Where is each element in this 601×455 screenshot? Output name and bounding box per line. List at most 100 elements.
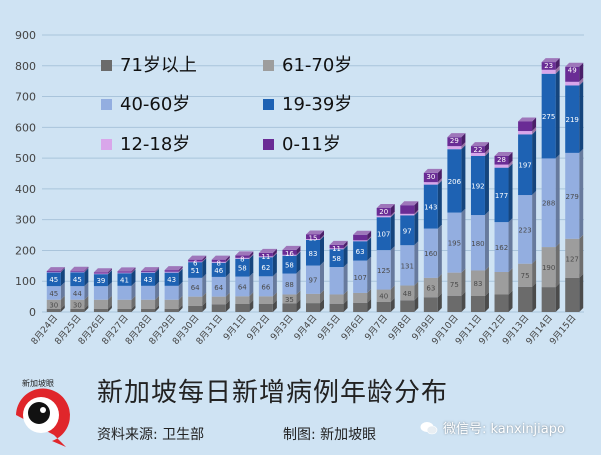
bar-side [225,258,230,277]
data-label: 223 [518,226,531,234]
bar-segment [565,152,580,239]
bar-side [461,142,466,150]
bar-side [461,145,466,213]
data-label: 219 [566,116,579,124]
data-label: 40 [379,293,388,301]
bar-side [508,267,513,295]
bar-top [282,245,301,250]
bar-side [155,268,160,286]
bar-segment [400,285,415,301]
bar-segment [141,285,156,300]
bar-segment [117,272,132,274]
bar-segment [541,158,556,248]
bar-side [390,297,395,312]
bar-side [84,304,89,312]
bar-side [508,151,513,165]
bar-segment [211,262,226,277]
bar-segment [282,254,297,256]
bar-side [202,258,207,278]
bar-side [437,293,442,312]
bar-side [484,148,489,156]
bar-side [390,213,395,251]
bar-side [296,245,301,255]
bar-segment [541,62,556,70]
data-label: 97 [309,277,318,285]
bar-side [296,299,301,312]
bar-segment [235,258,250,277]
data-label: 288 [542,200,555,208]
bar-segment [46,272,61,287]
bar-side [272,253,277,277]
bar-segment [423,277,438,298]
bar-segment [211,259,226,262]
bar-segment [376,215,391,218]
bar-top [400,201,419,206]
bar-segment [376,289,391,302]
bar-side [272,299,277,312]
bar-segment [518,195,533,264]
data-label: 45 [49,290,58,298]
bar-side [484,291,489,312]
data-label: 51 [191,267,200,275]
bar-side [155,267,160,272]
bar-side [555,283,560,312]
bar-segment [518,121,533,132]
bar-segment [494,167,509,223]
bar-side [178,267,183,273]
bar-segment [141,272,156,286]
bar-segment [447,272,462,296]
bar-side [225,292,230,305]
data-label: 195 [448,240,461,248]
bar-segment [258,252,273,257]
bar-segment [282,303,297,312]
bar-side [320,289,324,304]
bar-segment [423,182,438,185]
bar-segment [164,270,179,272]
bar-side [437,178,442,185]
data-label: 43 [144,276,153,284]
bar-segment [400,205,415,214]
bar-side [555,243,560,288]
bar-segment [353,240,368,242]
bar-side [390,203,395,216]
bar-segment [93,274,108,287]
bar-side [178,304,183,312]
bar-side [532,117,537,132]
bar-side [131,304,136,312]
bar-side [414,296,419,312]
bar-side [461,208,466,273]
y-tick-label: 800 [15,60,36,73]
data-label: 58 [332,255,341,263]
legend-label: 40-60岁 [120,94,190,115]
bar-segment [46,308,61,312]
legend-label: 61-70岁 [282,55,352,76]
bar-side [249,292,254,304]
bar-side [107,304,112,312]
bar-segment [46,299,61,309]
bar-segment [565,85,580,153]
bar-side [390,246,395,290]
bar-side [296,269,301,295]
data-label: 49 [568,67,577,75]
bar-side [107,268,112,274]
bar-segment [329,249,344,268]
bar-segment [70,272,85,287]
data-label: 16 [285,250,294,258]
data-label: 107 [353,274,366,282]
data-label: 8 [217,260,221,268]
data-label: 20 [379,208,388,216]
bar-segment [235,255,250,258]
bar-side [367,230,372,241]
bar-segment [494,222,509,272]
bar-segment [329,244,344,249]
bar-segment [376,207,391,216]
bar-side [320,230,324,240]
bar-segment [117,308,132,312]
bar-segment [70,270,85,272]
bar-top [46,267,65,272]
bar-segment [400,213,415,216]
bar-side [484,211,489,271]
bar-segment [447,295,462,312]
bar-side [461,291,466,312]
bar-top [306,230,324,235]
